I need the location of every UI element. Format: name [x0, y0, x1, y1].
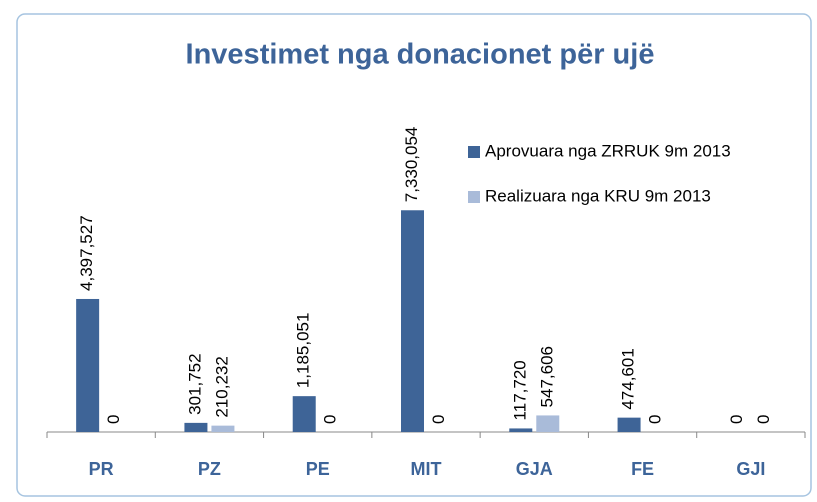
- x-tick-label: GJA: [516, 459, 553, 479]
- bar: [617, 417, 641, 432]
- x-tick-label: GJI: [736, 459, 765, 479]
- legend-label: Realizuara nga KRU 9m 2013: [485, 186, 711, 205]
- x-tick-label: PR: [89, 459, 114, 479]
- bar: [536, 415, 560, 432]
- x-tick-label: PE: [306, 459, 330, 479]
- chart-title: Investimet nga donacionet për ujë: [186, 39, 655, 71]
- bar: [184, 422, 208, 432]
- x-tick-label: MIT: [411, 459, 442, 479]
- bar: [401, 210, 424, 432]
- value-label: 0: [429, 415, 448, 424]
- value-label: 0: [727, 415, 746, 424]
- value-label: 117,720: [510, 360, 529, 420]
- value-label: 547,606: [537, 346, 556, 407]
- bar: [509, 428, 533, 432]
- x-tick-label: FE: [631, 459, 654, 479]
- legend-swatch: [468, 146, 480, 158]
- legend-swatch: [468, 191, 480, 203]
- bar: [292, 396, 316, 432]
- value-label: 210,232: [212, 356, 231, 417]
- value-label: 474,601: [619, 348, 638, 409]
- value-label: 7,330,054: [402, 127, 421, 203]
- legend-label: Aprovuara nga ZRRUK 9m 2013: [485, 141, 731, 160]
- value-label: 0: [321, 415, 340, 424]
- bar: [76, 298, 100, 432]
- value-label: 0: [104, 415, 123, 424]
- value-label: 0: [646, 415, 665, 424]
- value-label: 1,185,051: [294, 313, 313, 389]
- value-label: 301,752: [185, 353, 204, 414]
- value-label: 4,397,527: [77, 215, 96, 291]
- value-label: 0: [754, 415, 773, 424]
- bar: [211, 425, 235, 432]
- x-tick-label: PZ: [198, 459, 221, 479]
